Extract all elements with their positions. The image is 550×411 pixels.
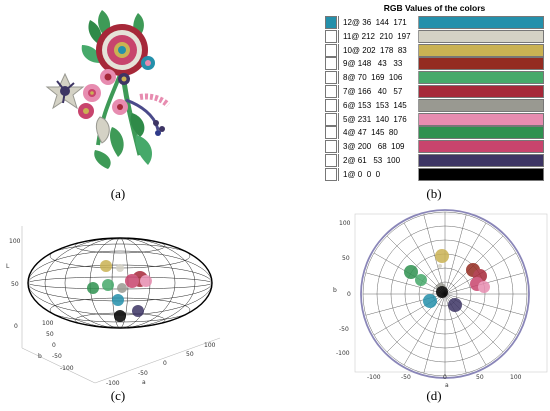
b-tick: 50 (46, 331, 54, 338)
palette-rows: 12@ 36 144 171 11@ 212 210 197 10@ 202 178… (325, 16, 544, 181)
rgb-palette-table: RGB Values of the colors 12@ 36 144 171 1… (325, 3, 544, 181)
caption-d: (d) (426, 388, 442, 403)
palette-row-label: 7@ 166 40 57 (339, 85, 419, 98)
caption-c: (c) (110, 388, 126, 403)
x-tick: 50 (476, 374, 484, 381)
a-tick: 0 (163, 360, 167, 367)
palette-row: 7@ 166 40 57 (325, 85, 544, 98)
palette-swatch (325, 29, 337, 43)
palette-swatch (325, 126, 337, 140)
x-tick: 0 (443, 374, 447, 381)
y-axis-label: b (333, 287, 337, 294)
x-axis-label: a (445, 382, 449, 388)
b-tick: 0 (52, 342, 56, 349)
palette-row: 3@ 200 68 109 (325, 140, 544, 154)
palette-row-label: 6@ 153 153 145 (339, 98, 419, 112)
a-tick: 100 (204, 342, 216, 349)
a-axis-label: a (142, 379, 146, 386)
y-tick: 50 (342, 255, 350, 262)
palette-row: 9@ 148 43 33 (325, 57, 544, 71)
palette-swatch (325, 43, 337, 57)
palette-row: 10@ 202 178 83 (325, 43, 544, 57)
b-tick: -50 (52, 353, 62, 360)
a-tick: 50 (186, 351, 194, 358)
palette-row-label: 10@ 202 178 83 (339, 43, 419, 57)
x-tick: 100 (510, 374, 522, 381)
palette-row-label: 8@ 70 169 106 (339, 71, 419, 85)
palette-swatch (325, 71, 337, 85)
palette-swatch (325, 140, 337, 154)
palette-row: 4@ 47 145 80 (325, 126, 544, 140)
b-tick: 100 (42, 320, 54, 327)
palette-swatch (325, 167, 337, 181)
palette-row-label: 11@ 212 210 197 (339, 29, 419, 43)
palette-row-label: 3@ 200 68 109 (339, 140, 419, 154)
palette-swatch (325, 85, 337, 98)
caption-b: (b) (426, 186, 442, 201)
palette-row: 5@ 231 140 176 (325, 112, 544, 126)
palette-row: 11@ 212 210 197 (325, 29, 544, 43)
a-tick: -100 (106, 380, 120, 387)
palette-swatch (325, 154, 337, 167)
palette-row: 6@ 153 153 145 (325, 98, 544, 112)
palette-row: 8@ 70 169 106 (325, 71, 544, 85)
y-tick: 0 (347, 291, 351, 298)
palette-swatch (325, 98, 337, 112)
b-axis-label: b (38, 353, 42, 360)
caption-a: (a) (110, 186, 126, 201)
palette-row-label: 2@ 61 53 100 (339, 154, 419, 167)
palette-row-label: 9@ 148 43 33 (339, 57, 419, 71)
palette-swatch (325, 16, 337, 29)
z-tick: 0 (14, 323, 18, 330)
palette-row: 1@ 0 0 0 (325, 167, 544, 181)
palette-row: 12@ 36 144 171 (325, 16, 544, 29)
palette-row: 2@ 61 53 100 (325, 154, 544, 167)
palette-swatch (325, 112, 337, 126)
z-tick: 100 (9, 238, 21, 245)
color-spheres (404, 249, 490, 312)
palette-row-label: 12@ 36 144 171 (339, 16, 419, 29)
palette-row-label: 5@ 231 140 176 (339, 112, 419, 126)
embroidery-image (45, 10, 171, 169)
palette-row-label: 1@ 0 0 0 (339, 167, 419, 181)
z-axis-label: L (6, 263, 10, 270)
palette-row-label: 4@ 47 145 80 (339, 126, 419, 140)
z-tick: 50 (11, 281, 19, 288)
ab-plane-polar-plot: 100 50 0 -50 -100 -100 -50 0 50 100 b a (333, 209, 548, 388)
y-tick: 100 (339, 220, 351, 227)
y-tick: -50 (339, 326, 349, 333)
palette-swatch (325, 57, 337, 71)
palette-title: RGB Values of the colors (383, 3, 486, 13)
x-tick: -50 (401, 374, 411, 381)
color-spheres (87, 260, 152, 322)
a-tick: -50 (138, 370, 148, 377)
lab-ellipsoid-3d-plot: 100 50 0 100 50 0 -50 -100 -100 -50 0 50… (6, 226, 221, 387)
b-tick: -100 (60, 365, 74, 372)
x-tick: -100 (367, 374, 381, 381)
y-tick: -100 (336, 350, 350, 357)
